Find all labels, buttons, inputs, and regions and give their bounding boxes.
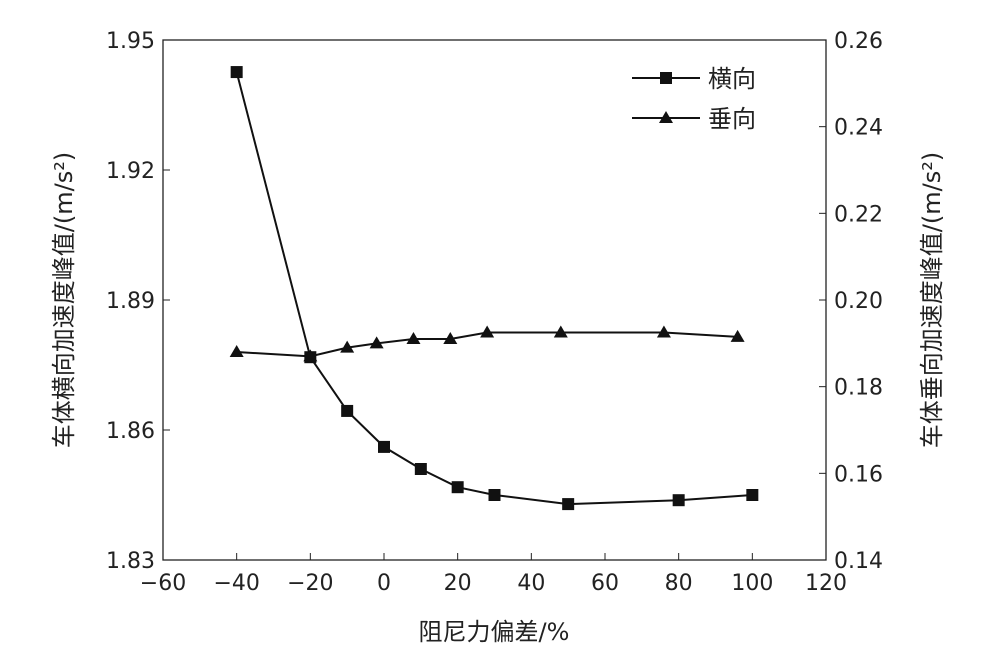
data-point-1 xyxy=(340,340,355,353)
x-tick-label: −40 xyxy=(213,571,259,596)
data-point-0 xyxy=(562,498,575,511)
data-point-0 xyxy=(414,463,427,475)
x-tick-label: −20 xyxy=(287,571,333,596)
x-tick-label: 100 xyxy=(731,571,773,596)
data-point-1 xyxy=(656,325,671,338)
y-tick-label-left: 1.86 xyxy=(106,419,155,444)
data-point-1 xyxy=(229,345,244,357)
y-tick-label-right: 0.14 xyxy=(834,549,883,574)
y-axis-label-left: 车体横向加速度峰值/(m/s²) xyxy=(50,152,78,448)
y-tick-label-right: 0.24 xyxy=(834,116,883,141)
data-point-1 xyxy=(406,332,421,344)
data-point-0 xyxy=(451,481,464,494)
data-point-0 xyxy=(230,66,243,79)
data-point-1 xyxy=(443,332,458,344)
y-tick-label-left: 1.95 xyxy=(106,29,155,54)
legend-marker-0 xyxy=(660,72,672,84)
x-axis-label: 阻尼力偏差/% xyxy=(419,618,570,646)
x-tick-label: 40 xyxy=(517,571,545,596)
data-point-1 xyxy=(369,336,384,349)
x-tick-label: 60 xyxy=(591,571,619,596)
y-tick-label-right: 0.22 xyxy=(834,202,883,227)
data-point-0 xyxy=(488,489,501,501)
y-tick-label-left: 1.83 xyxy=(106,549,155,574)
data-point-1 xyxy=(553,325,568,338)
data-point-0 xyxy=(341,404,354,417)
x-tick-label: 120 xyxy=(805,571,847,596)
data-point-0 xyxy=(378,440,390,453)
y-tick-label-right: 0.26 xyxy=(834,29,883,54)
legend-label-0: 横向 xyxy=(708,65,756,93)
y-axis-label-right: 车体垂向加速度峰值/(m/s²) xyxy=(918,152,946,448)
series-line-0 xyxy=(235,71,753,506)
x-tick-label: 20 xyxy=(444,571,472,596)
y-tick-label-right: 0.18 xyxy=(834,376,883,401)
data-point-0 xyxy=(672,494,685,507)
y-tick-label-right: 0.20 xyxy=(834,289,883,314)
data-point-0 xyxy=(746,489,759,501)
data-point-1 xyxy=(480,325,495,338)
x-tick-label: −60 xyxy=(140,571,186,596)
series-line-1 xyxy=(236,331,738,358)
data-point-1 xyxy=(730,329,745,342)
y-tick-label-right: 0.16 xyxy=(834,462,883,487)
data-point-1 xyxy=(303,349,318,362)
y-tick-label-left: 1.92 xyxy=(106,159,155,184)
y-tick-label-left: 1.89 xyxy=(106,289,155,314)
x-tick-label: 0 xyxy=(377,571,391,596)
legend-marker-1 xyxy=(659,111,673,123)
legend-label-1: 垂向 xyxy=(708,105,756,133)
x-tick-label: 80 xyxy=(665,571,693,596)
